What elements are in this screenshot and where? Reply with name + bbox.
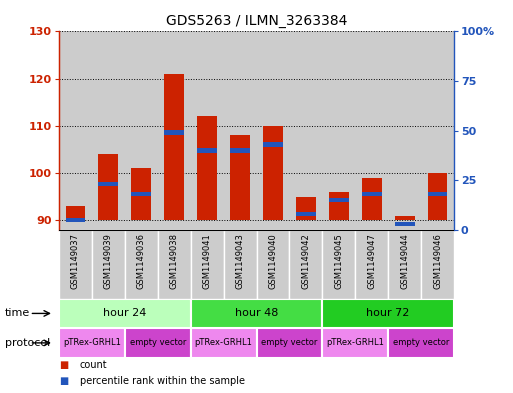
Bar [164, 130, 184, 135]
Bar [191, 230, 224, 299]
Bar [329, 198, 349, 202]
Bar [263, 126, 283, 220]
Bar [428, 173, 447, 220]
Bar [164, 74, 184, 220]
Bar [125, 328, 191, 358]
Text: GSM1149046: GSM1149046 [433, 233, 442, 289]
Text: GSM1149041: GSM1149041 [203, 233, 212, 289]
Bar [289, 31, 322, 230]
Title: GDS5263 / ILMN_3263384: GDS5263 / ILMN_3263384 [166, 14, 347, 28]
Bar [355, 31, 388, 230]
Bar [66, 218, 85, 222]
Bar [428, 192, 447, 196]
Text: GSM1149042: GSM1149042 [301, 233, 310, 289]
Bar [263, 142, 283, 147]
Bar [131, 169, 151, 220]
Text: pTRex-GRHL1: pTRex-GRHL1 [63, 338, 121, 347]
Text: protocol: protocol [5, 338, 50, 348]
Bar [92, 230, 125, 299]
Bar [191, 299, 322, 328]
Text: GSM1149047: GSM1149047 [367, 233, 376, 289]
Text: GSM1149039: GSM1149039 [104, 233, 113, 289]
Bar [59, 328, 125, 358]
Bar [322, 230, 355, 299]
Text: hour 48: hour 48 [235, 309, 278, 318]
Bar [59, 230, 92, 299]
Bar [322, 31, 355, 230]
Text: hour 72: hour 72 [366, 309, 410, 318]
Text: empty vector: empty vector [130, 338, 186, 347]
Text: pTRex-GRHL1: pTRex-GRHL1 [326, 338, 384, 347]
Text: empty vector: empty vector [261, 338, 318, 347]
Bar [289, 230, 322, 299]
Text: percentile rank within the sample: percentile rank within the sample [80, 376, 245, 386]
Bar [421, 31, 454, 230]
Bar [256, 328, 322, 358]
Bar [394, 216, 415, 220]
Text: GSM1149045: GSM1149045 [334, 233, 343, 289]
Bar [157, 31, 191, 230]
Text: GSM1149036: GSM1149036 [137, 233, 146, 289]
Bar [296, 197, 315, 220]
Text: time: time [5, 309, 30, 318]
Text: count: count [80, 360, 107, 371]
Text: ■: ■ [59, 360, 68, 371]
Bar [230, 136, 250, 220]
Bar [224, 230, 256, 299]
Bar [158, 230, 191, 299]
Bar [191, 328, 256, 358]
Bar [388, 31, 421, 230]
Bar [66, 206, 85, 220]
Bar [322, 299, 454, 328]
Bar [421, 230, 454, 299]
Text: pTRex-GRHL1: pTRex-GRHL1 [194, 338, 252, 347]
Bar [256, 31, 289, 230]
Bar [256, 230, 289, 299]
Bar [230, 148, 250, 153]
Bar [59, 299, 191, 328]
Bar [59, 31, 92, 230]
Text: empty vector: empty vector [393, 338, 449, 347]
Bar [388, 230, 421, 299]
Text: GSM1149037: GSM1149037 [71, 233, 80, 289]
Bar [394, 222, 415, 226]
Text: ■: ■ [59, 376, 68, 386]
Bar [322, 328, 388, 358]
Bar [125, 31, 157, 230]
Bar [355, 230, 388, 299]
Bar [98, 154, 118, 220]
Bar [197, 148, 217, 153]
Text: GSM1149043: GSM1149043 [235, 233, 245, 289]
Bar [92, 31, 125, 230]
Bar [224, 31, 256, 230]
Bar [131, 192, 151, 196]
Text: hour 24: hour 24 [103, 309, 147, 318]
Text: GSM1149044: GSM1149044 [400, 233, 409, 289]
Bar [98, 182, 118, 186]
Bar [197, 116, 217, 220]
Bar [362, 178, 382, 220]
Bar [125, 230, 158, 299]
Bar [191, 31, 224, 230]
Bar [329, 192, 349, 220]
Bar [388, 328, 454, 358]
Bar [296, 212, 315, 216]
Bar [362, 192, 382, 196]
Text: GSM1149038: GSM1149038 [170, 233, 179, 289]
Text: GSM1149040: GSM1149040 [268, 233, 278, 289]
